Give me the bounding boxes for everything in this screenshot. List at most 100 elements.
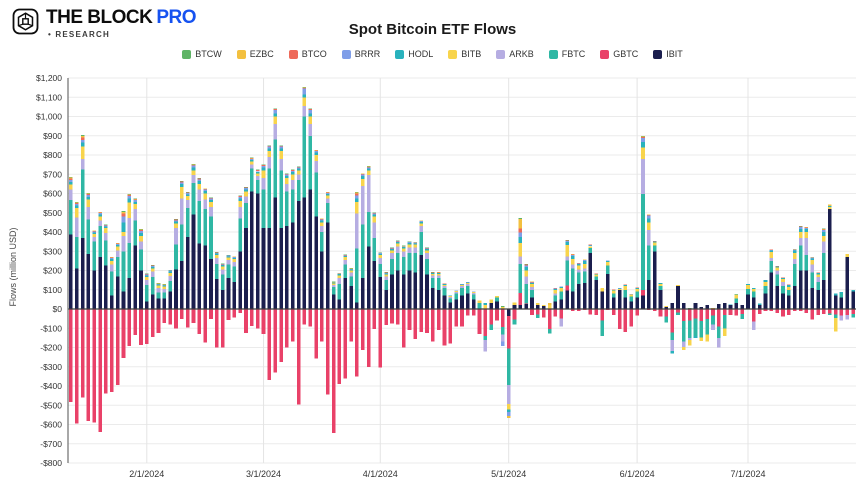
- bar-segment-ezbc[interactable]: [355, 192, 359, 194]
- bar-segment-hodl[interactable]: [757, 303, 762, 306]
- bar-segment-hodl[interactable]: [366, 168, 371, 171]
- bar-segment-arkb[interactable]: [407, 247, 412, 254]
- bar-segment-ibit[interactable]: [705, 305, 709, 309]
- bar-segment-arkb[interactable]: [109, 264, 114, 272]
- bar-segment-fbtc[interactable]: [652, 245, 657, 252]
- bar-segment-fbtc[interactable]: [133, 220, 137, 246]
- bar-segment-arkb[interactable]: [191, 175, 196, 183]
- bar-segment-ibit[interactable]: [471, 299, 476, 310]
- bar-segment-brrr[interactable]: [349, 268, 353, 270]
- bar-segment-hodl[interactable]: [611, 289, 616, 291]
- bar-segment-ibit[interactable]: [226, 278, 231, 309]
- bar-segment-ibit[interactable]: [80, 237, 85, 309]
- bar-segment-btco[interactable]: [285, 174, 289, 175]
- bar-segment-hodl[interactable]: [816, 273, 820, 275]
- bar-segment-arkb[interactable]: [518, 256, 523, 265]
- bar-segment-gbtc[interactable]: [238, 309, 242, 314]
- bar-segment-fbtc[interactable]: [448, 298, 453, 303]
- bar-segment-bitb[interactable]: [145, 277, 149, 281]
- bar-segment-ibit[interactable]: [670, 303, 674, 309]
- bar-segment-bitb[interactable]: [360, 179, 365, 186]
- bar-segment-ibit[interactable]: [139, 270, 143, 310]
- bar-segment-hodl[interactable]: [827, 206, 832, 207]
- bar-segment-ibit[interactable]: [495, 301, 499, 309]
- bar-segment-hodl[interactable]: [641, 141, 645, 148]
- bar-segment-hodl[interactable]: [115, 244, 120, 247]
- bar-segment-bitb[interactable]: [308, 116, 313, 125]
- bar-segment-fbtc[interactable]: [752, 291, 756, 298]
- bar-segment-hodl[interactable]: [296, 168, 301, 171]
- bar-segment-fbtc[interactable]: [524, 284, 529, 304]
- bar-segment-gbtc[interactable]: [209, 309, 213, 320]
- bar-segment-gbtc[interactable]: [115, 309, 120, 385]
- bar-segment-hodl[interactable]: [121, 222, 126, 233]
- bar-segment-bitb[interactable]: [524, 270, 529, 277]
- bar-segment-ezbc[interactable]: [127, 194, 132, 196]
- bar-segment-bitb[interactable]: [425, 250, 429, 254]
- bar-segment-ibit[interactable]: [314, 216, 318, 309]
- bar-segment-btco[interactable]: [150, 265, 155, 267]
- bar-segment-hodl[interactable]: [232, 257, 237, 259]
- bar-segment-fbtc[interactable]: [250, 168, 254, 192]
- bar-segment-gbtc[interactable]: [571, 309, 575, 311]
- bar-segment-ibit[interactable]: [121, 291, 126, 309]
- bar-segment-fbtc[interactable]: [92, 241, 97, 271]
- bar-segment-btco[interactable]: [325, 192, 330, 193]
- bar-segment-fbtc[interactable]: [296, 180, 301, 202]
- bar-segment-bitb[interactable]: [559, 287, 564, 292]
- bar-segment-ibit[interactable]: [174, 269, 178, 309]
- bar-segment-fbtc[interactable]: [600, 320, 604, 336]
- bar-segment-btco[interactable]: [80, 137, 85, 141]
- bar-segment-brrr[interactable]: [419, 221, 423, 222]
- bar-segment-arkb[interactable]: [384, 276, 388, 281]
- bar-segment-ibit[interactable]: [460, 295, 464, 309]
- bar-segment-bitb[interactable]: [804, 232, 809, 238]
- bar-segment-hodl[interactable]: [652, 241, 657, 243]
- bar-segment-hodl[interactable]: [180, 183, 184, 187]
- bar-segment-gbtc[interactable]: [565, 285, 569, 291]
- bar-segment-hodl[interactable]: [156, 284, 161, 286]
- bar-segment-ibit[interactable]: [92, 270, 97, 310]
- bar-segment-brrr[interactable]: [314, 151, 318, 153]
- bar-segment-ibit[interactable]: [722, 303, 727, 309]
- bar-segment-bitb[interactable]: [320, 222, 324, 227]
- bar-segment-btco[interactable]: [372, 212, 377, 214]
- bar-segment-fbtc[interactable]: [86, 219, 91, 255]
- bar-segment-fbtc[interactable]: [792, 263, 797, 286]
- bar-segment-gbtc[interactable]: [302, 309, 307, 325]
- bar-segment-arkb[interactable]: [395, 246, 400, 254]
- bar-segment-btcw[interactable]: [518, 217, 523, 219]
- bar-segment-arkb[interactable]: [150, 271, 155, 278]
- bar-segment-ibit[interactable]: [541, 306, 546, 309]
- bar-segment-fbtc[interactable]: [798, 245, 803, 271]
- bar-segment-arkb[interactable]: [460, 285, 464, 288]
- bar-segment-arkb[interactable]: [431, 275, 435, 279]
- bar-segment-gbtc[interactable]: [290, 309, 295, 342]
- bar-segment-bitb[interactable]: [448, 295, 453, 297]
- bar-segment-gbtc[interactable]: [798, 309, 803, 311]
- bar-segment-hodl[interactable]: [658, 283, 663, 284]
- bar-segment-arkb[interactable]: [203, 199, 207, 209]
- bar-segment-ibit[interactable]: [594, 280, 599, 310]
- bar-segment-gbtc[interactable]: [133, 309, 137, 335]
- bar-segment-fbtc[interactable]: [454, 293, 458, 300]
- bar-segment-fbtc[interactable]: [460, 287, 464, 296]
- bar-segment-btco[interactable]: [296, 166, 301, 168]
- bar-segment-bitb[interactable]: [431, 273, 435, 276]
- bar-segment-arkb[interactable]: [232, 261, 237, 267]
- bar-segment-ibit[interactable]: [413, 272, 418, 309]
- bar-segment-bitb[interactable]: [571, 258, 575, 265]
- bar-segment-hodl[interactable]: [372, 214, 377, 217]
- bar-segment-brrr[interactable]: [244, 188, 248, 190]
- bar-segment-ibit[interactable]: [290, 222, 295, 310]
- bar-segment-hodl[interactable]: [734, 293, 739, 295]
- bar-segment-ibit[interactable]: [162, 298, 167, 309]
- bar-segment-fbtc[interactable]: [594, 276, 599, 281]
- bar-segment-gbtc[interactable]: [652, 309, 657, 311]
- bar-segment-gbtc[interactable]: [425, 309, 429, 334]
- bar-segment-hodl[interactable]: [419, 221, 423, 224]
- bar-segment-gbtc[interactable]: [285, 309, 289, 348]
- bar-segment-arkb[interactable]: [419, 226, 423, 232]
- bar-segment-bitb[interactable]: [366, 170, 371, 176]
- bar-segment-gbtc[interactable]: [244, 309, 248, 334]
